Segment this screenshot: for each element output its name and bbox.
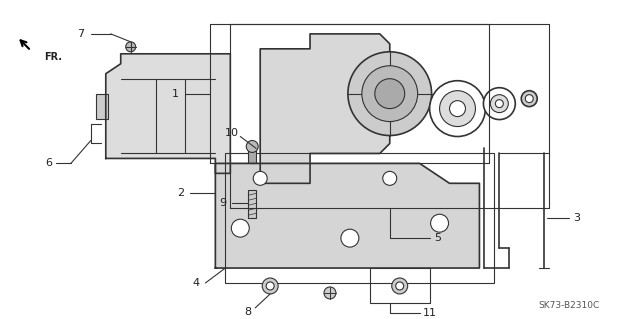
Circle shape (449, 100, 465, 116)
Bar (248, 144, 256, 163)
Circle shape (125, 42, 136, 52)
Text: 8: 8 (244, 307, 252, 317)
Circle shape (383, 171, 397, 185)
Bar (248, 190, 256, 218)
Text: 9: 9 (219, 198, 226, 208)
Circle shape (396, 282, 404, 290)
Text: 11: 11 (422, 308, 436, 318)
Circle shape (521, 91, 537, 107)
Circle shape (483, 88, 515, 120)
Circle shape (440, 91, 476, 127)
Text: FR.: FR. (44, 52, 62, 62)
Polygon shape (106, 54, 230, 173)
Bar (96, 94, 108, 119)
Polygon shape (216, 163, 479, 268)
Text: 7: 7 (77, 29, 84, 39)
Circle shape (348, 52, 431, 136)
Bar (225, 153, 494, 283)
Circle shape (246, 140, 258, 152)
Circle shape (431, 214, 449, 232)
Polygon shape (260, 34, 390, 183)
Text: 2: 2 (177, 188, 184, 198)
Circle shape (495, 100, 503, 108)
Circle shape (324, 287, 336, 299)
Circle shape (392, 278, 408, 294)
Circle shape (362, 66, 418, 122)
Bar (370, 268, 429, 303)
Circle shape (231, 219, 249, 237)
Text: 5: 5 (434, 233, 441, 243)
Text: 10: 10 (225, 128, 239, 137)
Text: 6: 6 (45, 159, 52, 168)
Circle shape (253, 171, 267, 185)
Circle shape (490, 95, 508, 113)
Circle shape (375, 79, 404, 108)
Circle shape (341, 229, 359, 247)
Text: SK73-B2310C: SK73-B2310C (538, 301, 600, 310)
Circle shape (262, 278, 278, 294)
Text: 3: 3 (573, 213, 580, 223)
Circle shape (525, 95, 533, 103)
Circle shape (429, 81, 485, 137)
Text: 4: 4 (193, 278, 200, 288)
Bar (295, 168, 335, 188)
Text: 1: 1 (172, 89, 179, 99)
Circle shape (266, 282, 274, 290)
